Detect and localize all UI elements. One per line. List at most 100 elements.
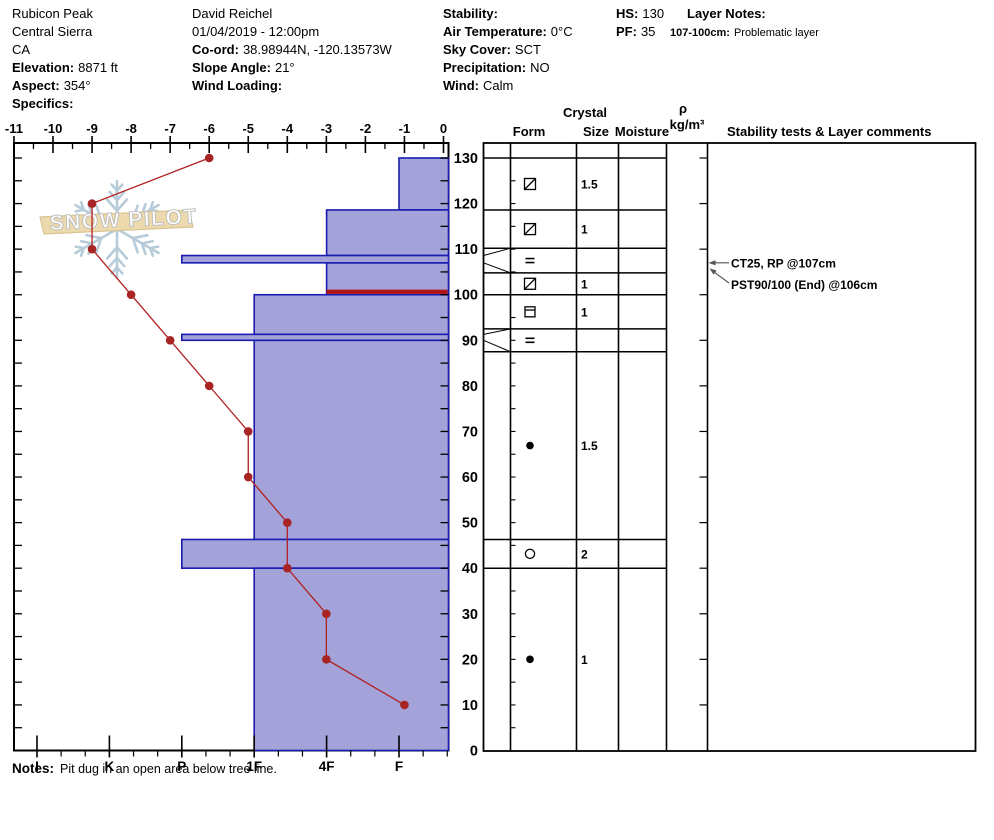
svg-text:1F: 1F [246,759,262,774]
notes-label: Notes: [12,761,55,776]
grain-form-square-slash [523,177,537,191]
svg-text:-3: -3 [321,121,333,136]
svg-text:10: 10 [462,698,478,714]
svg-text:-7: -7 [164,121,176,136]
pf-line: PF: 35 [616,24,656,39]
svg-text:-9: -9 [86,121,98,136]
temperature-point [283,563,292,573]
svg-text:0: 0 [470,744,478,760]
svg-text:Stability tests & Layer commen: Stability tests & Layer comments [727,124,931,139]
temperature-point [283,518,292,527]
svg-text:50: 50 [462,516,478,532]
snowpack-column: HS: 130 PF: 35 [616,5,664,41]
hs-line: HS: 130 [616,6,665,21]
precipitation-line: Precipitation: NO [443,60,550,75]
svg-text:kg/m³: kg/m³ [670,117,705,132]
svg-text:Size: Size [583,124,609,139]
temperature-point [243,472,253,482]
svg-text:-8: -8 [125,121,137,136]
slope-angle-line: Slope Angle: 21° [192,60,295,75]
svg-text:1: 1 [581,277,588,291]
logo-text: SNOW PILOT [49,205,198,235]
svg-text:30: 30 [462,607,478,623]
svg-text:F: F [395,759,403,774]
svg-text:Moisture: Moisture [615,124,669,139]
grain-form-double-bar [525,257,535,264]
grain-form-double-bar [525,337,535,344]
svg-text:Crystal: Crystal [563,105,607,120]
temperature-axis: -11 -10 -9 -8 -7 -6 -5 -4 -3 -2 -1 0 [5,121,447,153]
svg-text:I: I [35,759,39,774]
grain-table: Crystal Form Size Moisture ρkg/m³ Stability t… [482,101,977,752]
logo-band [39,209,194,235]
temperature-point [165,336,175,345]
temperature-point [87,244,97,254]
conditions-column: Stability: Air Temperature: 0°C Sky Cover… [443,5,573,95]
temperature-point [126,290,136,300]
svg-text:Form: Form [513,124,546,139]
svg-text:-5: -5 [242,121,254,136]
svg-text:110: 110 [455,242,478,258]
coord-line: Co-ord: 38.98944N, -120.13573W [192,42,392,57]
temperature-point [243,427,253,436]
layer-notes-entry: 107-100cm: Problematic layer [670,27,819,39]
svg-text:90: 90 [462,333,478,349]
hardness-bars [181,157,450,752]
svg-text:-2: -2 [360,121,372,136]
specifics-line: Specifics: [12,96,74,111]
grain-form-filled-circle [526,441,534,450]
svg-text:4F: 4F [319,759,335,774]
svg-text:80: 80 [462,379,478,395]
grain-form-open-circle [524,548,536,560]
observation-datetime: 01/04/2019 - 12:00pm [192,24,320,39]
grain-form-square-slash [523,277,537,290]
grain-form-square-bar [524,306,536,318]
pit-notes: Notes: Pit dug in an open area below tree… [12,761,277,776]
temperature-point [204,381,214,391]
grain-form-square-slash [523,222,537,236]
sky-cover-line: Sky Cover: SCT [443,42,541,57]
elevation-line: Elevation: 8871 ft [12,60,118,75]
observer-name: David Reichel [192,6,273,21]
svg-text:-6: -6 [203,121,215,136]
svg-text:P: P [177,759,186,774]
svg-text:ρ: ρ [679,101,687,116]
depth-axis: 0 10 20 30 40 50 60 70 80 90 100 110 120 130 [14,151,478,760]
air-temperature-line: Air Temperature: 0°C [443,24,573,39]
layer-notes-title: Layer Notes: [687,6,766,21]
table-headers: Crystal Form Size Moisture ρkg/m³ Stability t… [513,101,932,139]
svg-text:1.5: 1.5 [581,177,598,191]
temperature-point [322,609,331,619]
svg-text:0: 0 [440,121,447,136]
temperature-point [87,199,97,208]
notes-text: Pit dug in an open area below tree line. [60,762,277,776]
site-region: Central Sierra [12,24,93,39]
svg-text:40: 40 [462,561,478,577]
temperature-profile [87,153,409,710]
temperature-point [400,700,409,710]
site-state: CA [12,42,31,57]
grain-symbols: 1.5 1 1 1 1.5 2 1 [523,177,598,667]
svg-text:70: 70 [462,424,478,440]
temperature-point [204,153,214,163]
svg-text:K: K [105,759,115,774]
svg-text:130: 130 [454,151,478,167]
svg-text:120: 120 [454,197,478,213]
site-info-column: Rubicon Peak Central Sierra CA Elevation… [12,5,118,113]
hardness-axis: I K P 1F 4F F [35,735,448,774]
svg-text:-11: -11 [5,121,23,136]
svg-text:-1: -1 [399,121,411,136]
stability-test-annotations: CT25, RP @107cm PST90/100 (End) @106cm [708,256,877,292]
wind-loading-line: Wind Loading: [192,78,283,93]
svg-text:1: 1 [581,653,588,667]
observer-column: David Reichel 01/04/2019 - 12:00pm Co-or… [192,5,392,95]
svg-text:1.5: 1.5 [581,439,598,453]
svg-text:100: 100 [454,288,478,304]
svg-text:20: 20 [462,652,478,668]
wind-line: Wind: Calm [443,78,514,93]
snowpilot-watermark: SNOW PILOT [39,179,199,279]
site-name: Rubicon Peak [12,6,93,21]
svg-text:1: 1 [581,223,588,237]
